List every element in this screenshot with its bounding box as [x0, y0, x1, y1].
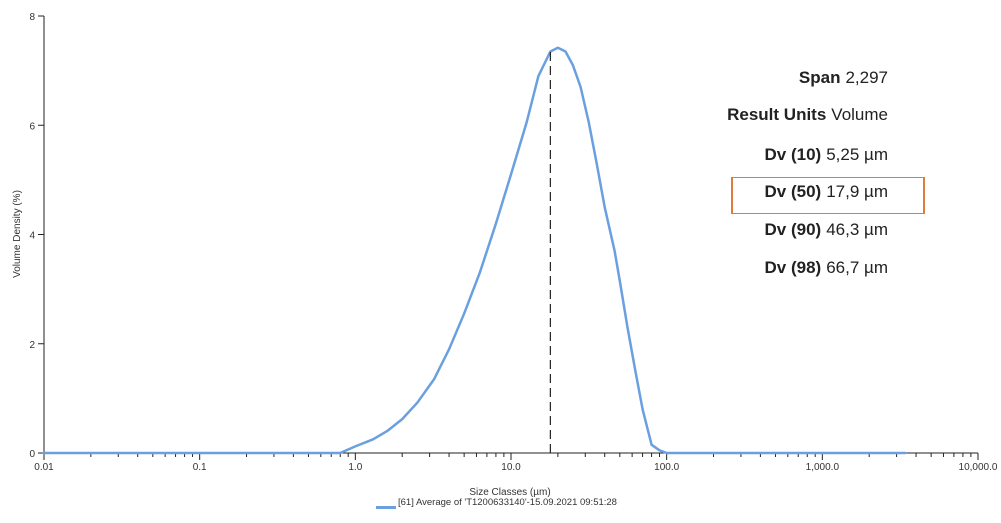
stat-dv90: Dv (90) 46,3 µm [765, 220, 888, 246]
stat-dv98: Dv (98) 66,7 µm [765, 258, 888, 284]
x-tick-label: 1,000.0 [806, 462, 840, 473]
stat-dv50: Dv (50) 17,9 µm [765, 182, 888, 208]
stat-label: Span [798, 68, 841, 87]
x-tick-label: 100.0 [654, 462, 679, 473]
stat-result-units: Result Units Volume [727, 105, 888, 131]
stat-label: Result Units [727, 105, 827, 124]
stat-label: Dv (50) [764, 182, 822, 201]
y-tick-label: 6 [29, 121, 35, 132]
y-tick-label: 4 [29, 231, 35, 242]
x-tick-label: 0.01 [34, 462, 54, 473]
x-tick-label: 10.0 [501, 462, 521, 473]
x-tick-label: 10,000.0 [959, 462, 998, 473]
stat-label: Dv (90) [764, 220, 822, 239]
legend-swatch [376, 506, 396, 509]
stat-value: 17,9 µm [826, 182, 888, 201]
stat-value: 2,297 [845, 68, 888, 87]
y-tick-label: 2 [29, 340, 35, 351]
series-layer [42, 46, 907, 455]
y-tick-label: 8 [29, 12, 35, 23]
stat-span: Span 2,297 [799, 68, 888, 94]
y-axis-title: Volume Density (%) [12, 190, 23, 278]
x-tick-label: 0.1 [193, 462, 207, 473]
stat-label: Dv (10) [764, 145, 822, 164]
stat-dv10: Dv (10) 5,25 µm [765, 145, 888, 171]
stat-label: Dv (98) [764, 258, 822, 277]
stat-value: 5,25 µm [826, 145, 888, 164]
dv50-highlight-box [731, 177, 925, 214]
legend-label: [61] Average of 'T1200633140'-15.09.2021… [398, 497, 617, 508]
stat-value: 66,7 µm [826, 258, 888, 277]
y-tick-label: 0 [29, 449, 35, 460]
stat-value: Volume [831, 105, 888, 124]
x-axis-title: Size Classes (µm) [469, 487, 550, 498]
x-tick-label: 1.0 [348, 462, 362, 473]
series-line [42, 46, 907, 455]
stat-value: 46,3 µm [826, 220, 888, 239]
